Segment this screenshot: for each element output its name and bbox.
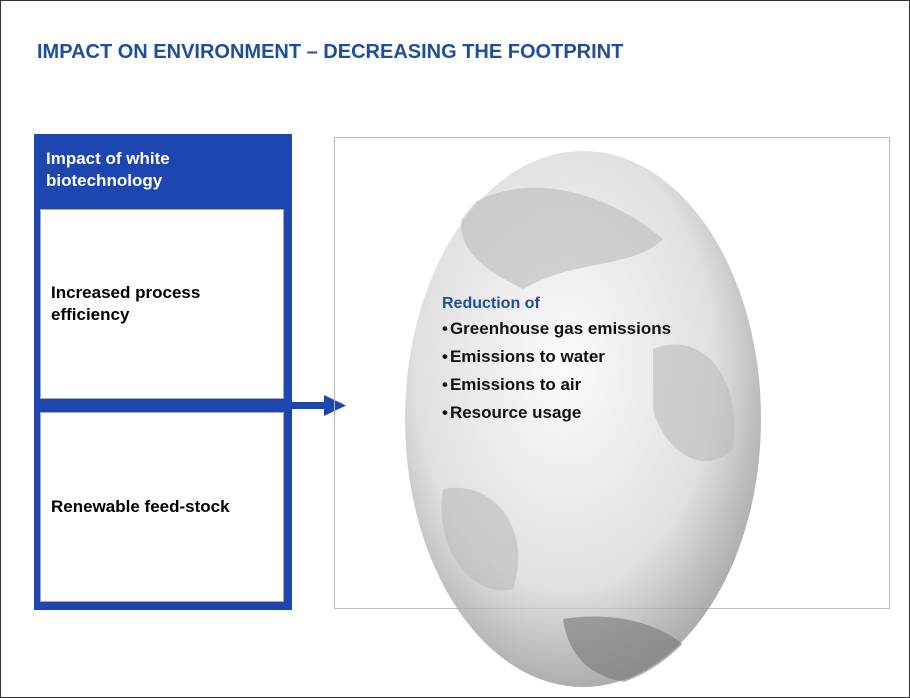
reduction-list: Reduction of Greenhouse gas emissions Em… xyxy=(442,295,671,431)
bullet: Emissions to air xyxy=(442,375,671,395)
bullet: Emissions to water xyxy=(442,347,671,367)
list-heading: Reduction of xyxy=(442,295,540,312)
item-box: Renewable feed-stock xyxy=(40,412,284,602)
item-text: Renewable feed-stock xyxy=(51,497,230,516)
slide-title: IMPACT ON ENVIRONMENT – DECREASING THE F… xyxy=(37,41,624,63)
arrow xyxy=(292,395,346,416)
item-text: Increased process efficiency xyxy=(51,283,201,324)
bullet: Resource usage xyxy=(442,403,671,423)
item-box: Increased process efficiency xyxy=(40,209,284,399)
panel-header: Impact of white biotechnology xyxy=(46,149,170,190)
bullet: Greenhouse gas emissions xyxy=(442,319,671,339)
left-panel: Impact of white biotechnology Increased … xyxy=(34,134,292,610)
